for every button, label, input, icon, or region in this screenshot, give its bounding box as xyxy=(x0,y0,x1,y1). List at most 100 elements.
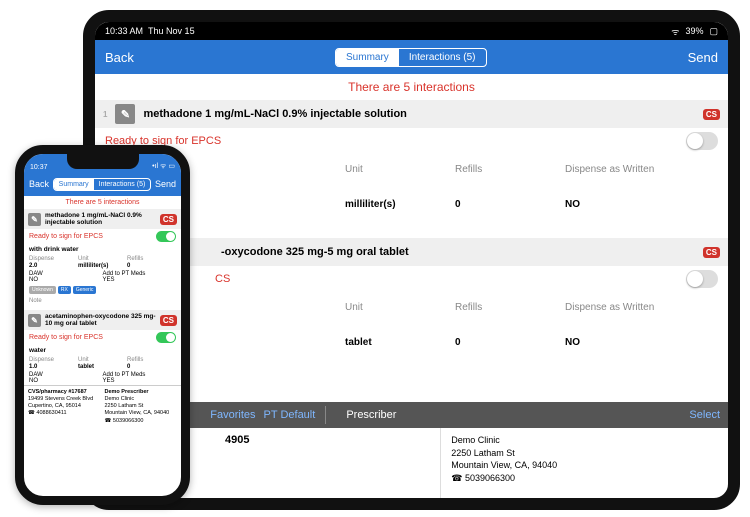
med-index: 1 xyxy=(103,110,107,119)
epcs-row: Ready to sign for EPCS xyxy=(24,229,181,244)
view-segmented-control[interactable]: Summary Interactions (5) xyxy=(53,178,152,191)
refills-label: Refills xyxy=(455,302,565,335)
favorites-link[interactable]: Favorites xyxy=(210,409,255,421)
refills-label: Refills xyxy=(127,256,176,262)
grid1: Dispense Unit Refills 1.0 tablet 0 xyxy=(24,356,181,371)
unit-value: tablet xyxy=(78,364,127,370)
wifi-icon: ᯤ xyxy=(160,163,166,170)
pill-rx: RX xyxy=(58,286,71,294)
prescriber-info: Demo Clinic 2250 Latham St Mountain View… xyxy=(441,428,728,498)
prescriber-name: Demo Prescriber xyxy=(105,389,178,396)
iphone-nav-bar: Back Summary Interactions (5) Send xyxy=(24,172,181,196)
tab-summary[interactable]: Summary xyxy=(336,49,399,66)
dispense-label: Dispense xyxy=(29,256,78,262)
unit-label: Unit xyxy=(345,164,455,197)
refills-value: 0 xyxy=(127,263,176,269)
epcs-label: CS xyxy=(215,273,230,285)
back-button[interactable]: Back xyxy=(29,179,49,189)
tab-interactions[interactable]: Interactions (5) xyxy=(94,179,151,190)
cs-badge: CS xyxy=(160,315,177,326)
ipad-date: Thu Nov 15 xyxy=(148,26,195,36)
battery-pct: 39% xyxy=(685,26,703,36)
select-button[interactable]: Select xyxy=(689,409,720,421)
back-button[interactable]: Back xyxy=(105,50,134,65)
ptdefault-link[interactable]: PT Default xyxy=(264,409,316,421)
ptmeds-value: YES xyxy=(103,277,177,283)
pharmacy-col: CVS/pharmacy #17687 19499 Stevens Creek … xyxy=(28,389,101,425)
ptmeds-label: Add to PT Meds xyxy=(735,302,740,335)
refills-value: 0 xyxy=(127,364,176,370)
daw-label: Dispense as Written xyxy=(565,302,735,335)
epcs-toggle[interactable] xyxy=(686,270,718,288)
view-segmented-control[interactable]: Summary Interactions (5) xyxy=(335,48,487,67)
edit-icon[interactable]: ✎ xyxy=(28,213,41,226)
prescriber-clinic: Demo Clinic xyxy=(451,434,718,447)
grid2: DAW Add to PT Meds NO YES xyxy=(24,270,181,284)
pharmacy-name: CVS/pharmacy #17687 xyxy=(28,389,101,396)
prescriber-label: Prescriber xyxy=(346,409,396,421)
daw-value: NO xyxy=(29,277,103,283)
ptmeds-value: YES xyxy=(735,199,740,210)
medication-row[interactable]: 1 ✎ methadone 1 mg/mL-NaCl 0.9% injectab… xyxy=(95,100,728,128)
edit-icon[interactable]: ✎ xyxy=(28,314,41,327)
pill-generic: Generic xyxy=(73,286,97,294)
prescriber-addr2: Mountain View, CA, 94040 xyxy=(451,459,718,472)
refills-label: Refills xyxy=(455,164,565,197)
dispense-value: 1.0 xyxy=(29,364,78,370)
instructions: with drink water xyxy=(24,244,181,255)
grid2: DAW Add to PT Meds NO YES xyxy=(24,371,181,385)
daw-value: NO xyxy=(29,378,103,384)
prescriber-col: Demo Prescriber Demo Clinic 2250 Latham … xyxy=(105,389,178,425)
prescriber-phone: 5039066300 xyxy=(105,418,178,425)
ptmeds-value: YES xyxy=(735,337,740,348)
tab-interactions[interactable]: Interactions (5) xyxy=(399,49,486,66)
refills-label: Refills xyxy=(127,357,176,363)
prescriber-phone: 5039066300 xyxy=(451,472,718,485)
cs-badge: CS xyxy=(703,247,720,258)
epcs-row: Ready to sign for EPCS xyxy=(24,330,181,345)
dispense-label: Dispense xyxy=(29,357,78,363)
epcs-toggle[interactable] xyxy=(156,231,176,242)
ipad-time: 10:33 AM xyxy=(105,26,143,36)
unit-value: tablet xyxy=(345,337,455,348)
epcs-toggle[interactable] xyxy=(156,332,176,343)
medication-row[interactable]: ✎ methadone 1 mg/mL-NaCl 0.9% injectable… xyxy=(24,209,181,229)
interactions-banner: There are 5 interactions xyxy=(95,74,728,100)
battery-icon: ▢ xyxy=(709,26,718,37)
tab-summary[interactable]: Summary xyxy=(54,179,94,190)
medication-name: methadone 1 mg/mL-NaCl 0.9% injectable s… xyxy=(45,212,156,226)
daw-value: NO xyxy=(565,199,735,210)
note-label: Note xyxy=(24,296,181,310)
iphone-device: 10:37 •ıl ᯤ ▭ Back Summary Interactions … xyxy=(15,145,190,505)
cs-badge: CS xyxy=(703,109,720,120)
iphone-body: There are 5 interactions ✎ methadone 1 m… xyxy=(24,196,181,428)
unit-label: Unit xyxy=(78,357,127,363)
prescriber-clinic: Demo Clinic xyxy=(105,396,178,403)
send-button[interactable]: Send xyxy=(155,179,176,189)
wifi-icon: ᯤ xyxy=(671,25,679,38)
interactions-banner: There are 5 interactions xyxy=(24,196,181,209)
prescriber-addr2: Mountain View, CA, 94040 xyxy=(105,410,178,417)
cs-badge: CS xyxy=(160,214,177,225)
unit-value: milliliter(s) xyxy=(345,199,455,210)
epcs-label: Ready to sign for EPCS xyxy=(29,233,103,240)
medication-name: -oxycodone 325 mg-5 mg oral tablet xyxy=(221,246,409,258)
ipad-nav-bar: Back Summary Interactions (5) Send xyxy=(95,40,728,74)
pharmacy-phone: 4088630411 xyxy=(28,410,101,417)
signal-icon: •ıl xyxy=(152,163,158,170)
medication-row[interactable]: ✎ acetaminophen-oxycodone 325 mg-10 mg o… xyxy=(24,310,181,330)
unit-label: Unit xyxy=(78,256,127,262)
iphone-notch xyxy=(67,154,139,169)
instructions: water xyxy=(24,345,181,356)
refills-value: 0 xyxy=(455,199,565,210)
ipad-status-bar: 10:33 AM Thu Nov 15 ᯤ 39% ▢ xyxy=(95,22,728,40)
grid1: Dispense Unit Refills 2.0 milliliter(s) … xyxy=(24,255,181,270)
battery-icon: ▭ xyxy=(168,163,175,170)
pill-unknown: Unknown xyxy=(29,286,56,294)
edit-icon[interactable]: ✎ xyxy=(115,104,135,124)
send-button[interactable]: Send xyxy=(688,50,718,65)
epcs-row: Ready to sign for EPCS xyxy=(95,128,728,154)
epcs-toggle[interactable] xyxy=(686,132,718,150)
dispense-value: 2.0 xyxy=(29,263,78,269)
refills-value: 0 xyxy=(455,337,565,348)
